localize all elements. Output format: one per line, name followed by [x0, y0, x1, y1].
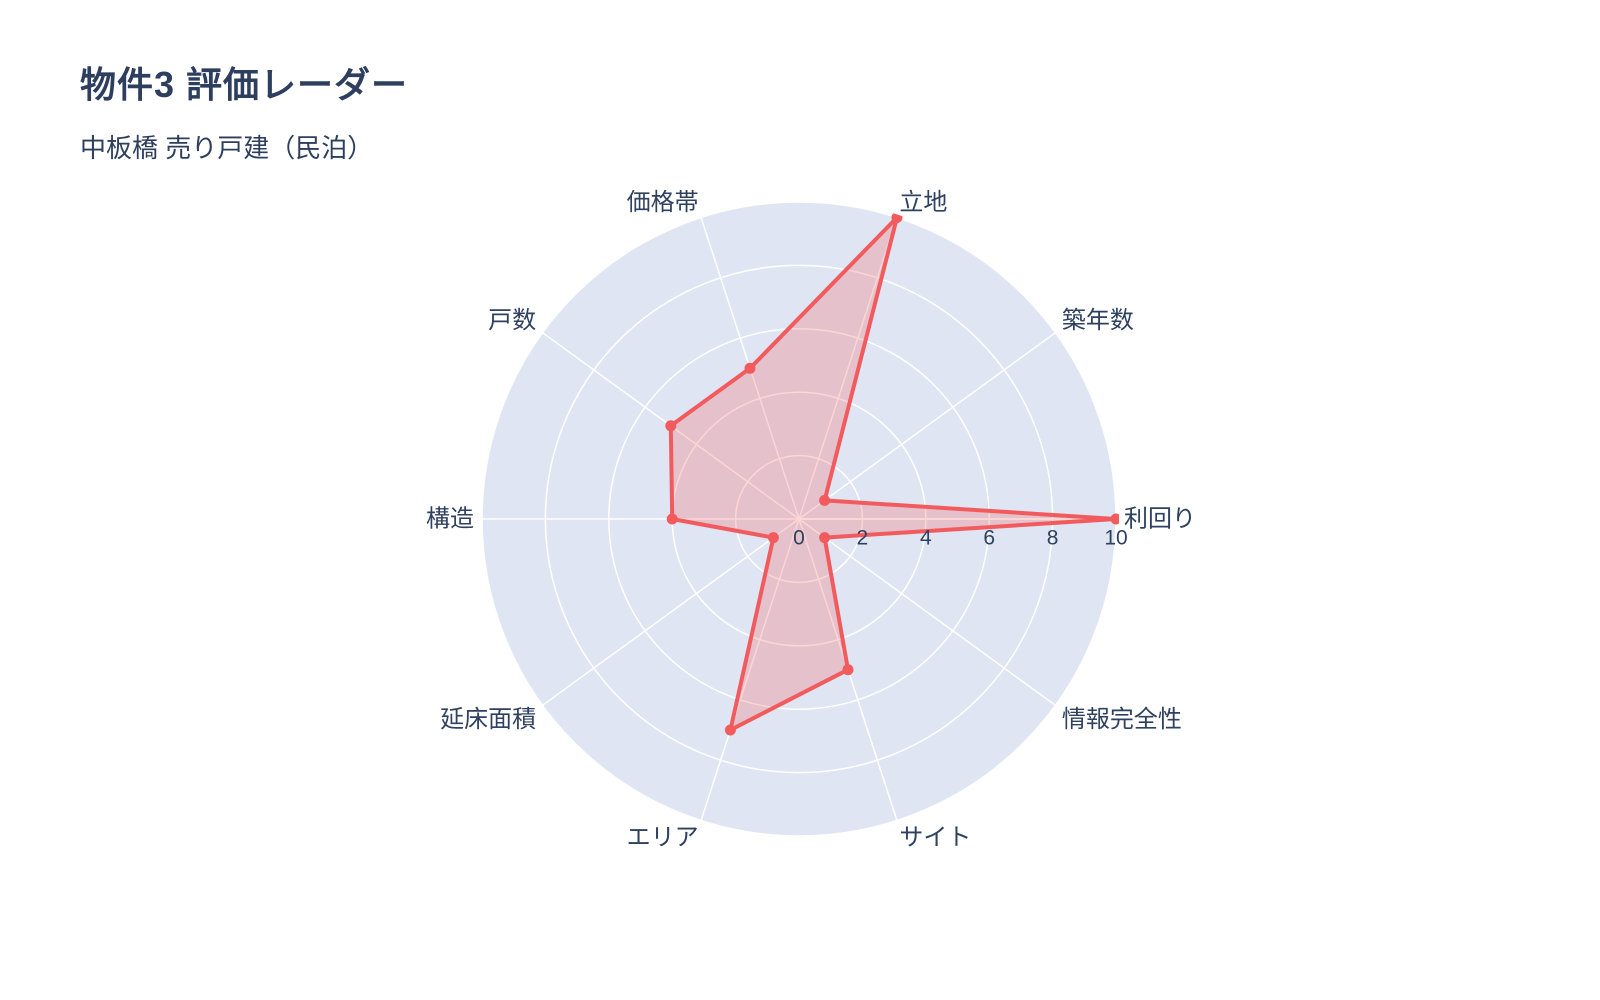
axis-label: サイト: [899, 824, 971, 851]
axis-label: 情報完全性: [1062, 706, 1182, 733]
axis-label: エリア: [627, 824, 699, 851]
grid-spoke: [798, 518, 1056, 706]
data-point: [666, 513, 678, 525]
axis-label: 利回り: [1124, 506, 1196, 533]
grid-spoke: [700, 518, 800, 821]
chart-title: 物件3 評価レーダー: [80, 64, 409, 105]
axis-label: 戸数: [488, 307, 536, 334]
data-point: [819, 532, 831, 544]
radial-tick-label: 8: [1047, 526, 1059, 549]
grid-spoke: [798, 332, 1056, 520]
axis-label: 延床面積: [440, 706, 536, 733]
axis-label: 価格帯: [627, 189, 699, 216]
radial-tick-label: 0: [793, 526, 805, 549]
axis-label: 立地: [899, 189, 947, 216]
data-point: [767, 532, 779, 544]
data-point: [744, 362, 756, 374]
radial-tick-label: 10: [1104, 526, 1127, 549]
radial-tick-label: 4: [920, 526, 932, 549]
chart-subtitle: 中板橋 売り戸建（民泊）: [80, 133, 374, 163]
data-point: [1110, 513, 1119, 525]
radial-tick-label: 6: [983, 526, 995, 549]
axis-label: 築年数: [1062, 307, 1134, 334]
data-point: [724, 724, 736, 736]
axis-label: 構造: [426, 506, 474, 533]
data-series: [665, 212, 1119, 736]
radial-tick-label: 2: [857, 526, 869, 549]
grid-spoke: [798, 217, 898, 520]
data-point: [819, 494, 831, 506]
data-point: [842, 664, 854, 676]
data-point: [665, 420, 677, 432]
grid-spoke: [542, 518, 800, 706]
